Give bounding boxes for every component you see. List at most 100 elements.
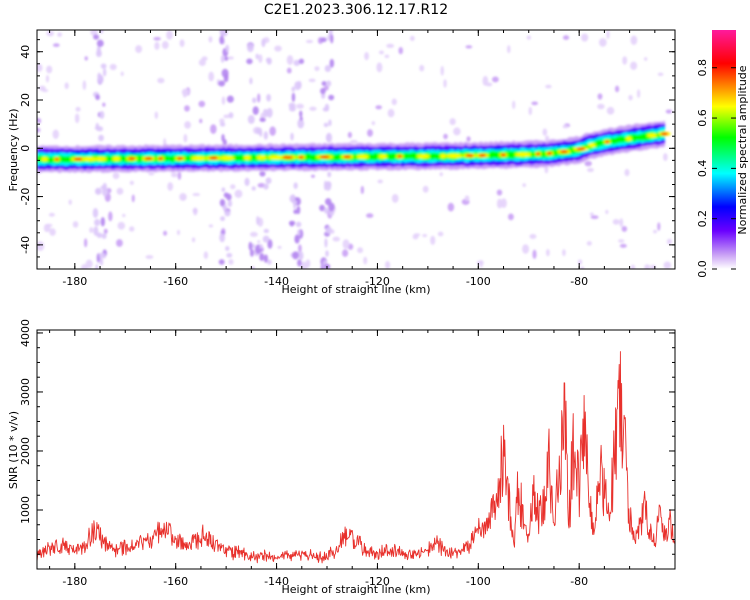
spectrogram-noise-speck — [223, 192, 229, 198]
spectrogram-noise-speck — [385, 261, 391, 269]
spectrogram-xtick-label: -140 — [264, 275, 289, 288]
spectrogram-noise-speck — [221, 187, 226, 193]
spectrogram-hotspot — [112, 156, 121, 161]
spectrogram-frame — [36, 29, 676, 270]
spectrogram-noise-speck — [327, 171, 332, 178]
spectrogram-noise-speck — [443, 133, 448, 140]
spectrogram-hotspot — [625, 136, 632, 141]
spectrogram-noise-speck — [562, 35, 570, 40]
spectrogram-noise-speck — [630, 35, 638, 45]
spectrogram-noise-speck — [90, 30, 98, 36]
spectrogram-hotspot — [190, 156, 207, 161]
spectrogram-noise-speck — [74, 113, 80, 124]
spectrogram-noise-speck — [148, 172, 155, 176]
spectrogram-noise-speck — [224, 210, 231, 217]
spectrogram-xtick-label: -80 — [570, 275, 588, 288]
snr-ytick-label: 2000 — [19, 437, 32, 465]
colorbar-gradient — [712, 30, 736, 269]
spectrogram-noise-speck — [101, 233, 107, 239]
spectrogram-hotspot-core — [128, 157, 136, 161]
spectrogram-hotspot — [439, 153, 447, 159]
spectrogram-noise-speck — [84, 56, 88, 61]
spectrogram-noise-speck — [619, 243, 627, 248]
spectrogram-noise-speck — [96, 39, 104, 47]
spectrogram-ytick-label: 20 — [19, 93, 32, 107]
spectrogram-noise-speck — [422, 234, 428, 238]
spectrogram-noise-speck — [102, 68, 107, 77]
spectrogram-noise-speck — [153, 36, 161, 41]
spectrogram-noise-speck — [297, 118, 305, 129]
spectrogram-noise-speck — [244, 177, 250, 187]
spectrogram-noise-speck — [597, 93, 603, 100]
spectrogram-noise-speck — [305, 39, 314, 44]
spectrogram-noise-speck — [182, 90, 187, 98]
spectrogram-noise-speck — [653, 229, 657, 234]
spectrogram-noise-speck — [293, 209, 299, 214]
spectrogram-noise-speck — [228, 112, 234, 119]
spectrogram-hotspot-core — [282, 155, 294, 159]
spectrogram-hotspot — [588, 143, 596, 148]
spectrogram-noise-speck — [580, 266, 585, 269]
spectrogram-xlabel: Height of straight line (km) — [281, 283, 430, 296]
spectrogram-hotspot — [95, 156, 107, 162]
spectrogram-noise-speck — [225, 44, 230, 53]
spectrogram-noise-speck — [227, 199, 233, 208]
spectrogram-noise-speck — [228, 259, 234, 265]
spectrogram-noise-speck — [266, 57, 272, 65]
spectrogram-noise-speck — [251, 266, 255, 269]
spectrogram-noise-speck — [320, 87, 326, 95]
spectrogram-hotspot — [514, 152, 532, 157]
spectrogram-noise-speck — [644, 57, 648, 61]
spectrogram-noise-speck — [95, 264, 99, 269]
spectrogram-noise-speck — [364, 52, 369, 61]
spectrogram-noise-speck — [166, 30, 173, 40]
spectrogram-noise-speck — [577, 259, 583, 265]
spectrogram-hotspot-core — [605, 140, 610, 144]
spectrogram-noise-speck — [219, 118, 225, 124]
spectrogram-noise-speck — [328, 119, 332, 127]
spectrogram-noise-speck — [259, 253, 265, 262]
spectrogram-noise-speck — [544, 135, 550, 142]
spectrogram-noise-speck — [102, 102, 106, 107]
spectrogram-noise-speck — [286, 67, 292, 74]
snr-ytick-label: 3000 — [19, 378, 32, 406]
spectrogram-noise-speck — [262, 235, 270, 243]
spectrogram-noise-speck — [496, 198, 503, 209]
spectrogram-noise-speck — [208, 224, 214, 228]
spectrogram-noise-speck — [309, 106, 317, 111]
spectrogram-noise-speck — [193, 207, 198, 216]
spectrogram-noise-speck — [586, 241, 592, 246]
colorbar: 0.0 0.2 0.4 0.6 0.8 Normalized spectral ampl… — [696, 30, 749, 278]
spectrogram-hotspot-core — [209, 156, 219, 160]
snr-ytick-label: 4000 — [19, 319, 32, 347]
spectrogram-noise-speck — [247, 114, 255, 124]
spectrogram-noise-speck — [221, 133, 225, 142]
spectrogram-noise-speck — [252, 106, 259, 115]
spectrogram-noise-speck — [249, 77, 253, 85]
spectrogram-ytick-label: 0 — [19, 145, 32, 152]
snr-xtick-label: -100 — [466, 575, 491, 588]
spectrogram-noise-speck — [129, 226, 135, 232]
spectrogram-noise-speck — [491, 76, 499, 83]
spectrogram-noise-speck — [378, 50, 385, 55]
spectrogram-noise-speck — [360, 185, 365, 195]
spectrogram-noise-speck — [443, 79, 447, 88]
spectrogram-noise-speck — [296, 103, 304, 109]
snr-xlabel: Height of straight line (km) — [281, 583, 430, 596]
colorbar-tick-label: 0.0 — [696, 260, 709, 278]
spectrogram-noise-speck — [376, 62, 383, 73]
spectrogram-noise-speck — [96, 232, 103, 238]
spectrogram-noise-speck — [68, 199, 72, 205]
spectrogram-noise-speck — [96, 126, 104, 132]
spectrogram-noise-speck — [100, 217, 105, 227]
spectrogram-noise-speck — [100, 63, 107, 69]
spectrogram-noise-speck — [586, 167, 594, 173]
spectrogram-noise-speck — [375, 105, 383, 110]
spectrogram-noise-speck — [292, 251, 299, 260]
spectrogram-noise-speck — [291, 86, 295, 92]
spectrogram-noise-speck — [257, 93, 261, 103]
spectrogram-noise-speck — [522, 183, 526, 188]
spectrogram-noise-speck — [223, 114, 230, 119]
spectrogram-hotspot — [378, 154, 388, 159]
spectrogram-hotspot-core — [547, 151, 552, 155]
